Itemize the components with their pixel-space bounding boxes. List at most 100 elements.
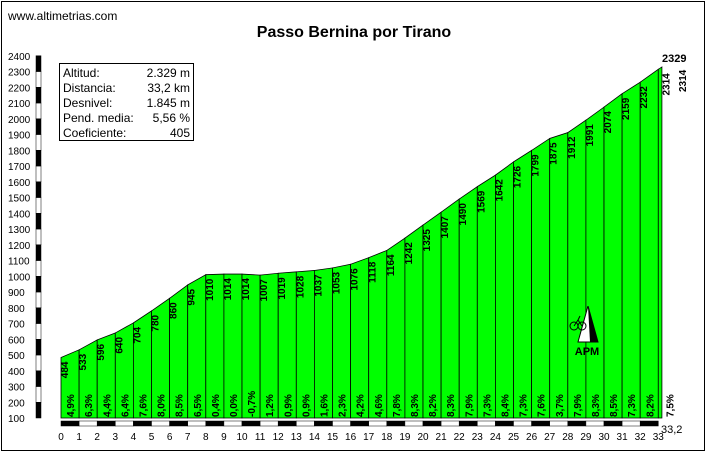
gradient-label: 4,6% xyxy=(374,394,385,417)
gradient-label: 4,9% xyxy=(66,394,77,417)
x-tick-label: 29 xyxy=(580,432,592,443)
gradient-label: 3,7% xyxy=(555,394,566,417)
stat-label: Coeficiente: xyxy=(63,126,127,140)
gradient-label: 8,5% xyxy=(175,394,186,417)
altitude-label: 2074 xyxy=(603,111,614,134)
altitude-labels: 484 533 596 640 704 780 860 945 1010 1014 1014 1007… xyxy=(60,73,672,378)
gradient-label: -0,7% xyxy=(247,391,258,417)
x-bar-segment xyxy=(639,420,659,427)
y-bar-segment xyxy=(35,181,42,198)
y-bar-segment xyxy=(35,307,42,324)
x-bar-segment xyxy=(513,420,532,427)
x-bar-segment xyxy=(96,420,116,427)
y-bar-segment xyxy=(35,276,42,293)
x-tick-label: 13 xyxy=(291,432,303,443)
gradient-label: 8,3% xyxy=(410,394,421,417)
x-tick-label: 8 xyxy=(203,432,209,443)
y-bar-segment xyxy=(35,118,42,135)
gradient-label: 7,3% xyxy=(627,394,638,417)
y-bar-segment xyxy=(35,291,42,308)
x-bar-segment xyxy=(567,420,587,427)
x-tick-label: 33 xyxy=(653,432,665,443)
x-tick-label: 18 xyxy=(381,432,393,443)
altitude-label: 2159 xyxy=(621,97,632,120)
y-bar-segment xyxy=(35,197,42,214)
gradient-label: 8,4% xyxy=(500,394,511,417)
x-tick-label: 11 xyxy=(255,432,266,443)
y-bar-segment xyxy=(35,244,42,261)
y-tick-label: 500 xyxy=(8,351,25,362)
x-tick-label: 14 xyxy=(309,432,321,443)
gradient-label: 6,3% xyxy=(84,394,95,417)
x-tick-label: 3 xyxy=(113,432,119,443)
x-bar-segment xyxy=(404,420,424,427)
y-bar-segment xyxy=(35,228,42,245)
stat-label: Desnivel: xyxy=(63,96,113,110)
apm-logo: APM xyxy=(569,306,599,358)
profile-segment xyxy=(513,149,532,419)
gradient-label: 7,8% xyxy=(392,394,403,417)
x-tick-label: 6 xyxy=(167,432,173,443)
y-tick-label: 700 xyxy=(8,320,25,331)
site-url[interactable]: www.altimetrias.com xyxy=(8,9,118,23)
summit-label: 2329 xyxy=(662,53,686,65)
x-tick-label: 4 xyxy=(131,432,137,443)
y-tick-label: 100 xyxy=(8,414,25,425)
stat-row: Coeficiente: 405 xyxy=(63,126,190,141)
x-tick-label: 28 xyxy=(562,432,574,443)
x-bar-segment xyxy=(603,420,623,427)
gradient-label: 0,9% xyxy=(301,394,312,417)
stat-value: 5,56 % xyxy=(152,111,190,125)
gradient-label: 1,2% xyxy=(265,394,276,417)
profile-segment xyxy=(567,119,587,419)
stat-row: Altitud: 2.329 m xyxy=(63,66,190,81)
x-bar-segment xyxy=(585,420,605,427)
x-tick-label: 24 xyxy=(490,432,502,443)
gradient-label: 0,0% xyxy=(229,394,240,417)
altitude-label: 1076 xyxy=(350,268,361,291)
gradient-label: 8,5% xyxy=(609,394,620,417)
x-tick-label: 21 xyxy=(436,432,448,443)
stat-value: 33,2 km xyxy=(147,81,190,95)
x-bar-segment xyxy=(314,420,333,427)
x-tick-label: 25 xyxy=(508,432,520,443)
profile-segment xyxy=(585,106,605,419)
x-bar-segment xyxy=(549,420,569,427)
y-axis-ticks: 100 200 300 400 500 600 700 800 900 1000 1100 1200 1… xyxy=(8,52,31,425)
x-bar-segment xyxy=(115,420,134,427)
x-bar-segment xyxy=(440,420,460,427)
stat-value: 1.845 m xyxy=(146,96,190,110)
x-bar-segment xyxy=(277,420,297,427)
x-axis-ticks: 0 1 2 3 4 5 6 7 8 9 10 11 12 13 14 15 16 17 18 19 20 21 22 23 24… xyxy=(58,432,664,443)
altitude-label: 1118 xyxy=(368,261,379,283)
y-bar-segment xyxy=(35,55,42,72)
y-tick-label: 1400 xyxy=(8,209,31,220)
gradient-label: 0,4% xyxy=(211,394,222,417)
y-tick-label: 1100 xyxy=(8,257,30,268)
x-bar-segment xyxy=(60,420,80,427)
altitude-label: 640 xyxy=(114,337,125,354)
altitude-label: 2314 xyxy=(661,73,672,96)
y-tick-label: 1700 xyxy=(8,162,31,173)
gradient-label: 8,3% xyxy=(591,394,602,417)
x-bar-segment xyxy=(133,420,152,427)
x-bar-segment xyxy=(368,420,388,427)
x-tick-label: 15 xyxy=(327,432,339,443)
chart-title: Passo Bernina por Tirano xyxy=(256,24,452,41)
x-tick-label: 12 xyxy=(273,432,285,443)
altitude-label: 1325 xyxy=(422,229,433,252)
gradient-label: 4,4% xyxy=(102,394,113,417)
x-tick-label: 0 xyxy=(58,432,64,443)
y-tick-label: 1600 xyxy=(8,178,31,189)
x-bar-segment xyxy=(422,420,442,427)
x-end-label: 33,2 xyxy=(661,424,682,436)
altitude-label: 1642 xyxy=(494,179,505,202)
x-tick-label: 17 xyxy=(363,432,375,443)
altitude-label: 1991 xyxy=(585,124,596,147)
gradient-labels: 4,9% 6,3% 4,4% 6,4% 7,6% 8,0% 8,5% 6,5% 0,4% 0,0%… xyxy=(66,391,676,417)
altitude-label: 1875 xyxy=(549,142,560,165)
y-bar-segment xyxy=(35,150,42,167)
stat-label: Distancia: xyxy=(63,81,116,95)
x-bar-segment xyxy=(495,420,514,427)
altitude-label: 1019 xyxy=(277,277,288,300)
